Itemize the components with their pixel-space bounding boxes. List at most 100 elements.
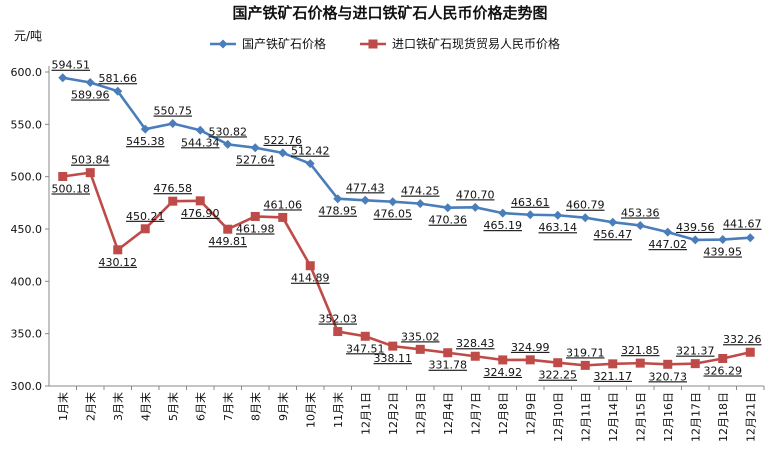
data-point	[195, 196, 205, 206]
x-tick-label: 12月14日	[607, 392, 620, 442]
data-point	[305, 159, 315, 169]
data-label: 319.71	[566, 346, 605, 359]
data-label: 589.96	[71, 89, 110, 102]
x-tick-label: 8月末	[248, 392, 262, 421]
data-point	[635, 220, 645, 230]
x-tick-label: 12月18日	[717, 392, 730, 442]
data-point	[388, 197, 398, 207]
data-label: 476.90	[181, 207, 220, 220]
data-point	[553, 358, 563, 368]
data-point	[415, 344, 425, 354]
data-label: 321.17	[594, 370, 633, 383]
data-label: 545.38	[126, 135, 165, 148]
data-point	[443, 203, 453, 213]
series-line-2	[62, 171, 751, 367]
data-label: 478.95	[319, 205, 358, 218]
data-point	[690, 359, 700, 369]
x-tick-label: 4月末	[138, 392, 152, 421]
data-label: 322.25	[539, 369, 578, 382]
x-tick-label: 2月末	[83, 392, 97, 421]
data-point	[360, 331, 370, 341]
x-tick-label: 1月末	[56, 392, 70, 421]
data-point	[718, 235, 728, 245]
data-label: 331.78	[429, 359, 468, 372]
data-point	[140, 124, 150, 134]
y-axis-unit: 元/吨	[14, 29, 42, 43]
data-label: 414.89	[291, 272, 330, 285]
legend-marker	[218, 39, 228, 49]
data-label: 332.26	[723, 333, 762, 346]
data-label: 441.67	[723, 218, 762, 231]
legend: 国产铁矿石价格 进口铁矿石现货贸易人民币价格	[210, 36, 560, 51]
x-tick-label: 12月17日	[689, 392, 702, 442]
x-tick-label: 12月3日	[414, 392, 427, 435]
data-label: 461.06	[264, 198, 303, 211]
data-label: 463.61	[511, 196, 550, 209]
data-label: 581.66	[99, 72, 138, 85]
data-label: 456.47	[594, 228, 633, 241]
data-label: 335.02	[401, 330, 440, 343]
data-point	[223, 139, 233, 149]
data-label: 449.81	[209, 235, 248, 248]
x-tick-label: 11月末	[331, 392, 345, 428]
data-point	[278, 148, 288, 158]
x-tick-label: 3月末	[111, 392, 125, 421]
y-tick-label: 300.0	[11, 380, 43, 393]
legend-marker	[368, 39, 378, 49]
x-tick-label: 12月10日	[552, 392, 565, 442]
data-point	[113, 245, 123, 255]
y-tick-label: 550.0	[11, 118, 43, 131]
data-point	[113, 86, 123, 96]
data-point	[250, 211, 260, 221]
x-tick-label: 12月9日	[524, 392, 537, 435]
data-point	[498, 355, 508, 365]
data-point	[525, 355, 535, 365]
data-point	[443, 348, 453, 358]
data-label: 500.18	[52, 182, 91, 195]
data-point	[360, 195, 370, 205]
x-tick-label: 7月末	[221, 392, 235, 421]
data-point	[690, 235, 700, 245]
data-label: 450.21	[126, 210, 165, 223]
data-label: 352.03	[319, 313, 358, 326]
data-point	[168, 119, 178, 129]
data-label: 476.05	[374, 208, 413, 221]
data-point	[608, 359, 618, 369]
data-label: 326.29	[704, 364, 743, 377]
axes: 300.0 350.0 400.0 450.0 500.0 550.0 600.0 1月末 2月…	[11, 66, 765, 442]
data-label: 453.36	[621, 206, 660, 219]
data-label: 324.99	[511, 341, 550, 354]
data-label: 460.79	[566, 199, 605, 212]
y-tick-label: 350.0	[11, 328, 43, 341]
data-point	[250, 143, 260, 153]
y-tick-label: 450.0	[11, 223, 43, 236]
data-label: 321.37	[676, 345, 715, 358]
data-point	[195, 125, 205, 135]
x-tick-label: 12月8日	[497, 392, 510, 435]
data-label: 476.58	[154, 182, 193, 195]
data-point	[388, 341, 398, 351]
data-point	[140, 224, 150, 234]
data-label: 461.98	[236, 222, 275, 235]
x-tick-label: 5月末	[166, 392, 180, 421]
data-point	[278, 212, 288, 222]
x-tick-label: 12月4日	[442, 392, 455, 435]
x-tick-label: 12月11日	[579, 392, 592, 442]
data-point	[553, 210, 563, 220]
data-label: 477.43	[346, 181, 385, 194]
x-tick-label: 12月2日	[387, 392, 400, 435]
data-point	[663, 359, 673, 369]
chart-title: 国产铁矿石价格与进口铁矿石人民币价格走势图	[232, 4, 547, 22]
data-label: 522.76	[264, 134, 303, 147]
x-tick-label: 6月末	[193, 392, 207, 421]
data-point	[580, 360, 590, 370]
x-tick-label: 9月末	[276, 392, 290, 421]
data-point	[85, 78, 95, 88]
data-point	[333, 327, 343, 337]
data-label: 465.19	[484, 219, 523, 232]
data-point	[635, 358, 645, 368]
data-label: 328.43	[456, 337, 495, 350]
y-tick-label: 400.0	[11, 275, 43, 288]
